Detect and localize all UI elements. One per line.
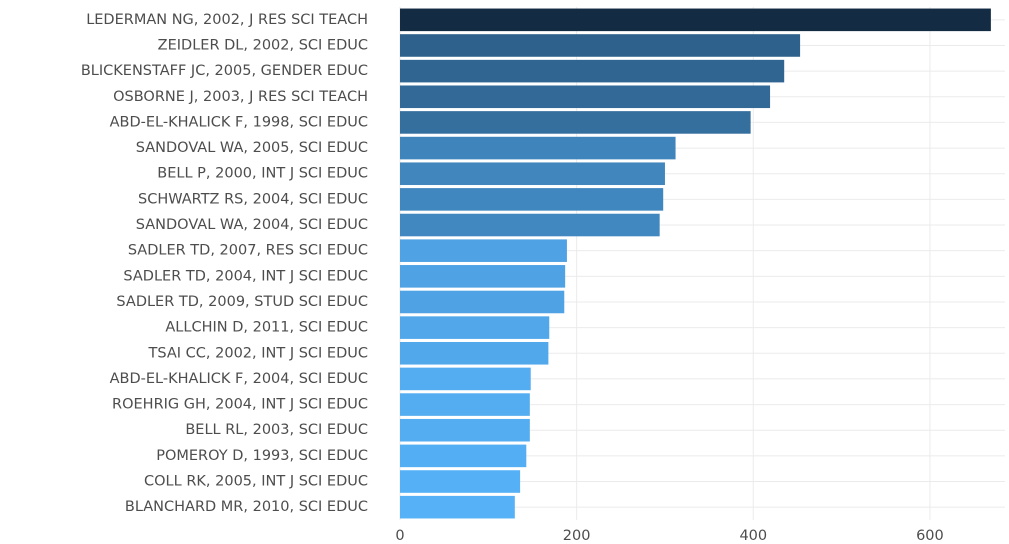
bar	[400, 341, 549, 365]
bar	[400, 213, 660, 237]
bar	[400, 188, 664, 211]
x-tick-label: 200	[563, 528, 591, 544]
y-tick-label: SADLER TD, 2007, RES SCI EDUC	[128, 243, 368, 259]
y-tick-label: SANDOVAL WA, 2005, SCI EDUC	[136, 140, 368, 156]
y-tick-label: ROEHRIG GH, 2004, INT J SCI EDUC	[112, 397, 368, 413]
y-tick-label: SCHWARTZ RS, 2004, SCI EDUC	[138, 191, 368, 207]
bar	[400, 239, 567, 262]
y-tick-label: COLL RK, 2005, INT J SCI EDUC	[144, 474, 368, 490]
y-tick-label: SADLER TD, 2009, STUD SCI EDUC	[116, 294, 368, 310]
bar	[400, 8, 991, 32]
y-tick-label: BELL P, 2000, INT J SCI EDUC	[157, 166, 368, 182]
y-tick-label: BLICKENSTAFF JC, 2005, GENDER EDUC	[81, 63, 368, 79]
x-tick-label: 0	[395, 528, 404, 544]
bar	[400, 290, 565, 314]
bar	[400, 393, 530, 416]
x-tick-label: 400	[739, 528, 767, 544]
y-tick-label: SADLER TD, 2004, INT J SCI EDUC	[123, 268, 368, 284]
bar	[400, 367, 531, 391]
y-tick-label: BLANCHARD MR, 2010, SCI EDUC	[125, 499, 368, 515]
bar	[400, 34, 801, 57]
y-tick-label: ABD-EL-KHALICK F, 1998, SCI EDUC	[110, 114, 368, 130]
y-tick-label: POMEROY D, 1993, SCI EDUC	[156, 448, 368, 464]
bar	[400, 59, 785, 83]
bar	[400, 85, 771, 109]
bar	[400, 470, 521, 493]
bar	[400, 418, 530, 442]
y-tick-label: OSBORNE J, 2003, J RES SCI TEACH	[113, 89, 368, 105]
y-tick-label: SANDOVAL WA, 2004, SCI EDUC	[136, 217, 368, 233]
bar	[400, 162, 665, 186]
y-tick-label: BELL RL, 2003, SCI EDUC	[185, 422, 368, 438]
y-tick-label: ABD-EL-KHALICK F, 2004, SCI EDUC	[110, 371, 368, 387]
bar	[400, 136, 676, 160]
bar	[400, 444, 527, 468]
y-tick-label: TSAI CC, 2002, INT J SCI EDUC	[148, 345, 368, 361]
y-tick-label: LEDERMAN NG, 2002, J RES SCI TEACH	[86, 12, 368, 28]
bar	[400, 111, 751, 134]
y-tick-label: ZEIDLER DL, 2002, SCI EDUC	[158, 37, 368, 53]
bar	[400, 265, 566, 288]
bar	[400, 495, 515, 519]
y-tick-label: ALLCHIN D, 2011, SCI EDUC	[165, 320, 368, 336]
bar	[400, 316, 550, 339]
x-tick-label: 600	[916, 528, 944, 544]
